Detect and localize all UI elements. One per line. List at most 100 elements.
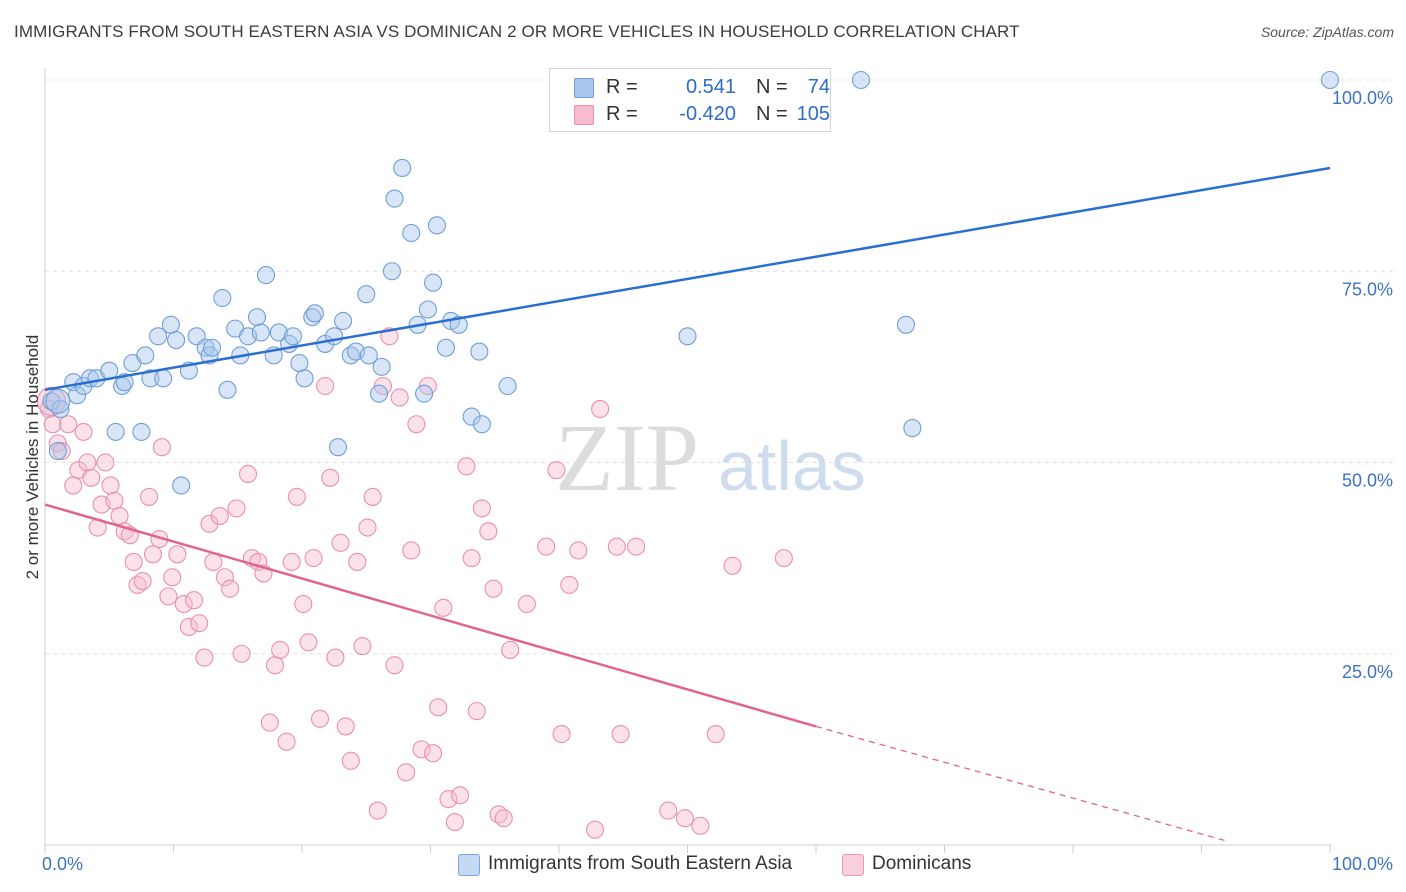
dominican-data-point	[82, 468, 101, 487]
x-tick-label: 0.0%	[42, 854, 83, 874]
sea-data-point	[161, 315, 180, 334]
dominican-data-point	[152, 438, 171, 457]
sea-data-point	[851, 70, 871, 90]
dominican-trend-extension	[815, 725, 1228, 842]
sea-data-point	[334, 311, 353, 331]
dominican-data-point	[457, 457, 476, 476]
dominican-data-point	[407, 415, 426, 434]
dominican-data-point	[168, 545, 187, 564]
legend-n-value: 105	[796, 103, 830, 125]
dominican-data-point	[227, 499, 246, 518]
dominican-data-point	[348, 552, 367, 572]
watermark-atlas: atlas	[718, 427, 866, 505]
dominican-data-point	[390, 388, 409, 407]
sea-data-point	[427, 216, 446, 235]
legend-n-value: 74	[807, 76, 830, 98]
sea-data-point	[247, 308, 267, 327]
tick-labels: 25.0% 50.0% 75.0% 100.0% 0.0% 100.0%	[42, 88, 1393, 874]
sea-data-point	[382, 262, 402, 281]
sea-data-point	[167, 331, 186, 350]
sea-data-point	[424, 273, 443, 292]
sea-data-point	[283, 327, 303, 346]
dominican-data-point	[537, 537, 556, 556]
dominican-data-point	[591, 399, 610, 419]
sea-data-point	[1320, 70, 1340, 90]
dominican-data-point	[445, 812, 464, 832]
dominican-data-point	[78, 453, 97, 472]
sea-data-point	[903, 419, 922, 438]
dominican-data-point	[611, 725, 630, 744]
dominican-data-point	[569, 541, 588, 560]
sea-data-point	[295, 369, 314, 388]
dominican-data-point	[501, 640, 520, 659]
dominican-data-point	[215, 568, 234, 587]
sea-data-point	[251, 323, 270, 342]
sea-data-point	[436, 338, 455, 357]
dominican-data-point	[429, 698, 448, 717]
dominican-data-point	[331, 533, 350, 552]
legend-label-sea: Immigrants from South Eastern Asia	[488, 853, 793, 874]
sea-data-point	[359, 346, 378, 365]
dominican-data-point	[294, 594, 313, 614]
dominican-data-point	[547, 461, 566, 480]
dominican-data-point	[195, 648, 214, 667]
dominican-data-point	[552, 725, 571, 744]
dominican-data-point	[341, 751, 360, 770]
y-tick-label: 100.0%	[1332, 88, 1393, 108]
dominican-data-point	[353, 637, 372, 656]
dominican-data-point	[358, 518, 377, 537]
dominican-data-point	[74, 422, 93, 441]
dominican-data-point	[238, 464, 258, 484]
sea-data-point	[678, 327, 697, 346]
source-label: Source: ZipAtlas.com	[1260, 24, 1394, 40]
sea-data-point	[149, 327, 168, 346]
dominican-data-point	[190, 614, 209, 633]
dominican-data-point	[163, 568, 182, 587]
dominican-data-point	[101, 476, 120, 495]
legend-swatch-dominicans	[574, 105, 594, 125]
sea-data-point	[290, 353, 309, 373]
dominican-data-point	[200, 514, 219, 533]
sea-trend-line	[44, 166, 1331, 392]
dominican-data-point	[185, 591, 204, 610]
dominican-data-point	[467, 702, 486, 721]
dominican-data-point	[479, 522, 498, 541]
dominican-data-point	[304, 549, 323, 568]
dominican-data-point	[326, 648, 345, 667]
y-tick-label: 25.0%	[1342, 662, 1393, 682]
sea-data-point	[106, 422, 125, 441]
watermark: ZIP atlas	[555, 404, 866, 511]
legend-r-value: 0.541	[685, 76, 736, 98]
sea-data-point	[203, 338, 222, 357]
dominican-data-point	[110, 506, 129, 526]
sea-data-point	[218, 380, 237, 399]
stats-legend: R = 0.541 N = 74 R = -0.420 N = 105	[549, 68, 831, 132]
dominican-data-point	[52, 441, 71, 461]
dominican-data-point	[585, 820, 605, 839]
sea-data-point	[141, 369, 160, 388]
sea-data-point	[357, 285, 376, 304]
series-legend: Immigrants from South Eastern Asia Domin…	[0, 852, 1406, 878]
dominican-data-point	[43, 415, 62, 434]
sea-data-point	[328, 438, 348, 457]
legend-n-label: N =	[756, 76, 788, 98]
sea-data-point	[393, 158, 412, 178]
watermark-zip: ZIP	[555, 404, 699, 511]
grid-lines	[45, 79, 1395, 655]
y-tick-label: 50.0%	[1342, 471, 1393, 491]
sea-data-point	[256, 266, 276, 285]
dominican-data-point	[659, 801, 678, 820]
dominican-data-point	[210, 506, 229, 526]
sea-data-point	[370, 384, 389, 403]
legend-swatch-dominicans	[842, 854, 864, 876]
dominican-data-point	[124, 552, 143, 572]
dominican-data-point	[434, 598, 453, 617]
dominican-data-point	[105, 491, 124, 510]
dominican-data-point	[706, 725, 725, 744]
sea-data-point	[372, 357, 391, 376]
dominican-data-point	[424, 744, 443, 763]
dominican-data-point	[774, 549, 793, 568]
legend-swatch-sea	[574, 78, 594, 98]
dominican-data-point	[159, 587, 178, 606]
dominican-data-point	[723, 556, 742, 575]
